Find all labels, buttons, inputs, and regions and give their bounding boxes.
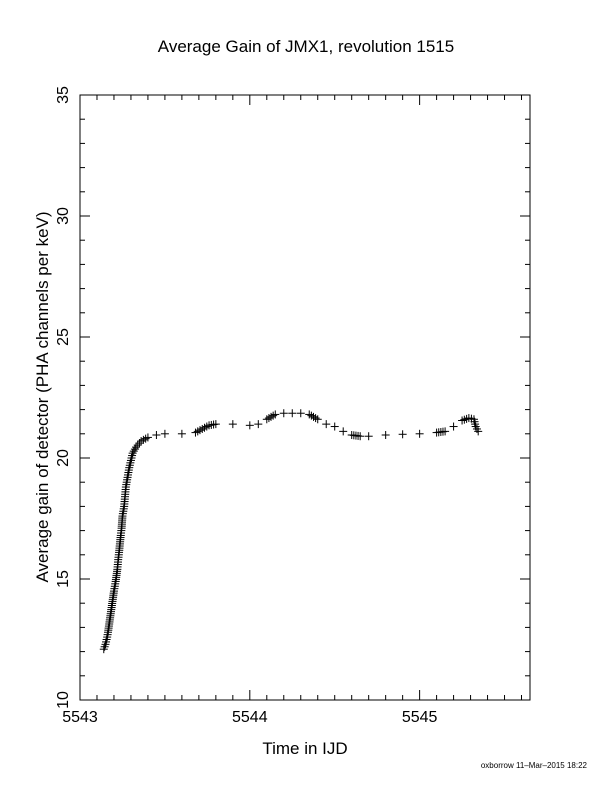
- data-point: [313, 415, 322, 424]
- minor-ticks: [80, 95, 530, 700]
- footer-credit: oxborrow 11–Mar–2015 18:22: [481, 761, 588, 770]
- data-point: [271, 410, 280, 419]
- data-point: [398, 430, 407, 439]
- y-tick-label: 15: [55, 570, 72, 588]
- data-point: [307, 411, 316, 420]
- plot-frame: [79, 94, 531, 701]
- chart-title: Average Gain of JMX1, revolution 1515: [158, 37, 454, 56]
- data-point: [449, 422, 458, 431]
- data-point: [339, 427, 348, 436]
- data-point: [254, 420, 263, 429]
- x-tick-label: 5544: [232, 709, 268, 726]
- data-point: [279, 409, 288, 418]
- data-point: [177, 429, 186, 438]
- data-points: [99, 409, 483, 654]
- y-tick-label: 20: [55, 449, 72, 467]
- data-point: [305, 410, 314, 419]
- data-point: [309, 412, 318, 421]
- data-point: [129, 447, 138, 456]
- data-point: [245, 421, 254, 430]
- data-point: [356, 432, 365, 441]
- data-point: [262, 415, 271, 424]
- data-point: [330, 422, 339, 431]
- data-point: [311, 414, 320, 423]
- x-tick-label: 5543: [62, 709, 98, 726]
- data-point: [160, 429, 169, 438]
- data-point: [130, 445, 139, 454]
- data-point: [228, 420, 237, 429]
- data-point: [133, 441, 142, 450]
- data-point: [143, 433, 152, 442]
- data-point: [415, 429, 424, 438]
- data-point: [152, 431, 161, 440]
- data-point: [132, 443, 141, 452]
- data-point: [460, 415, 469, 424]
- y-tick-label: 30: [55, 207, 72, 225]
- data-point: [267, 412, 276, 421]
- x-tick-label: 5545: [402, 709, 438, 726]
- data-point: [135, 439, 144, 448]
- tick-labels: 5543 5544 5545 10 15 20 25 30 35: [55, 86, 438, 726]
- data-point: [264, 414, 273, 423]
- data-point: [296, 409, 305, 418]
- y-tick-label: 10: [55, 691, 72, 709]
- y-tick-label: 25: [55, 328, 72, 346]
- y-axis-title: Average gain of detector (PHA channels p…: [33, 211, 52, 582]
- data-point: [288, 409, 297, 418]
- data-point: [364, 432, 373, 441]
- data-point: [211, 420, 220, 429]
- data-point: [381, 431, 390, 440]
- data-point: [441, 427, 450, 436]
- data-point: [128, 449, 137, 458]
- data-point: [474, 427, 483, 436]
- major-ticks: [79, 94, 530, 701]
- data-point: [322, 420, 331, 429]
- data-point: [269, 411, 278, 420]
- x-axis-title: Time in IJD: [262, 739, 347, 758]
- y-tick-label: 35: [55, 86, 72, 104]
